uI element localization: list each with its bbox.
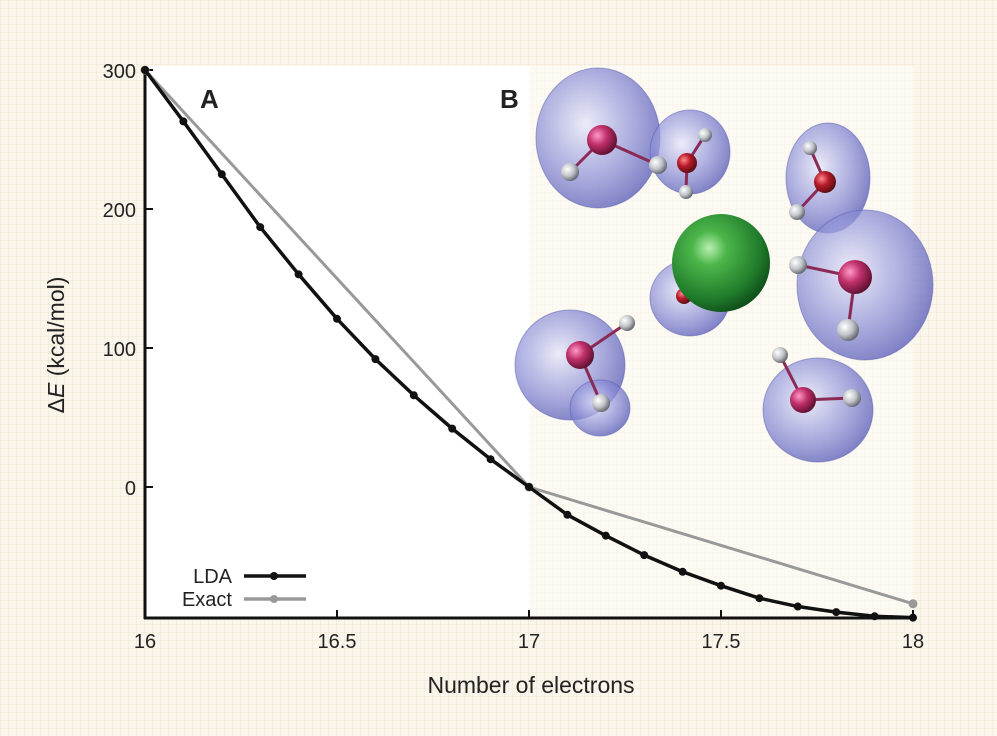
- data-point: [179, 117, 188, 126]
- x-tick-label: 16: [134, 631, 156, 653]
- data-point: [486, 455, 495, 464]
- data-point: [717, 581, 725, 590]
- legend-label-lda: LDA: [193, 566, 233, 588]
- x-axis-ticks: 16 16.5 17 17.5 18: [134, 610, 924, 653]
- panel-b-label: B: [500, 84, 519, 114]
- y-tick-label: 300: [103, 61, 136, 83]
- series-lda: [141, 66, 917, 622]
- water-chloride-cluster-illustration: [514, 67, 934, 463]
- series-layer: [140, 65, 918, 622]
- data-point: [448, 424, 457, 433]
- y-axis-ticks: 0 100 200 300: [103, 61, 153, 500]
- legend-marker-exact: [270, 595, 278, 603]
- y-tick-label: 100: [103, 339, 136, 361]
- chloride-ion: [672, 214, 770, 312]
- x-tick-label: 17: [518, 631, 540, 653]
- y-axis-label-delta: Δ: [43, 398, 69, 413]
- data-point: [563, 510, 572, 519]
- data-point: [525, 483, 533, 491]
- data-point: [755, 594, 764, 603]
- x-axis-label: Number of electrons: [427, 672, 634, 698]
- data-point: [371, 355, 380, 364]
- data-point: [908, 599, 918, 609]
- y-axis-label-symbol: E: [43, 382, 69, 398]
- data-point: [870, 612, 879, 621]
- data-point: [640, 551, 649, 560]
- data-point: [678, 567, 687, 576]
- data-point: [333, 314, 341, 323]
- legend: LDA Exact: [182, 566, 306, 611]
- data-point: [409, 391, 418, 400]
- data-point: [256, 223, 265, 232]
- y-tick-label: 200: [103, 200, 136, 222]
- x-tick-label: 18: [902, 631, 924, 653]
- data-point: [217, 170, 226, 179]
- data-point: [294, 270, 303, 279]
- data-point: [601, 531, 610, 540]
- y-tick-label: 0: [125, 478, 136, 500]
- x-tick-label: 17.5: [702, 631, 741, 653]
- data-point: [141, 66, 149, 74]
- panel-a-label: A: [200, 84, 219, 114]
- data-point: [832, 608, 841, 617]
- legend-marker-lda: [270, 572, 278, 580]
- x-tick-label: 16.5: [318, 631, 357, 653]
- data-point: [793, 602, 802, 611]
- y-axis-label-unit: (kcal/mol): [43, 277, 69, 383]
- legend-label-exact: Exact: [182, 589, 232, 611]
- data-point: [909, 613, 917, 622]
- y-axis-label: ΔE (kcal/mol): [43, 277, 69, 414]
